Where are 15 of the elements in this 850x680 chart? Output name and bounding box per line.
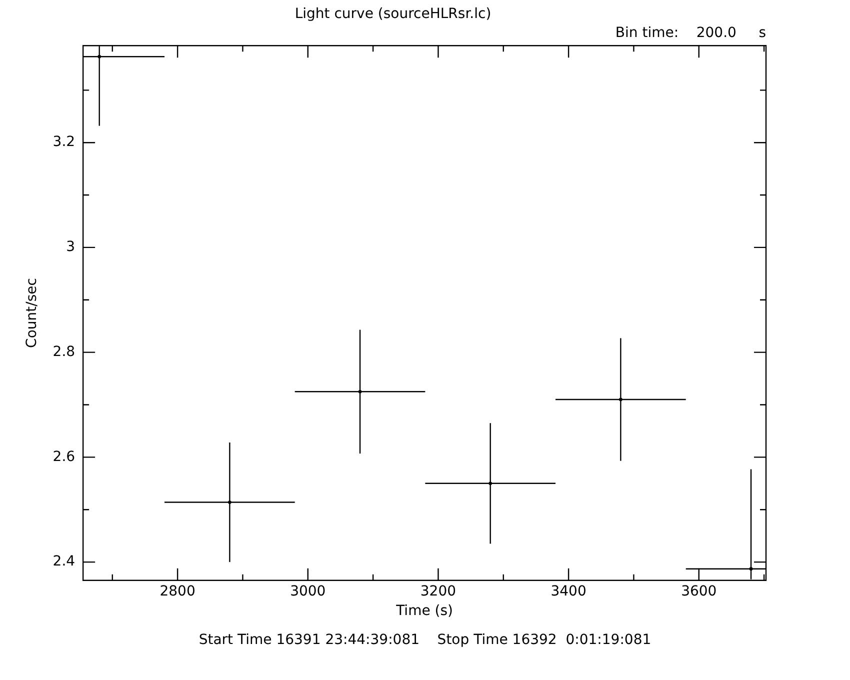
y-tick-label: 3 (66, 239, 76, 256)
chart-title: Light curve (sourceHLRsr.lc) (294, 6, 492, 22)
x-tick-label: 3000 (290, 583, 326, 600)
text: Start Time 16391 23:44:39:081 Stop Time 16392 0:01:19:081 (198, 632, 652, 648)
x-axis-title: Time (s) (395, 603, 453, 620)
y-tick-label: 3.2 (52, 134, 76, 150)
y-tick-label: 2.4 (52, 554, 76, 570)
x-tick-label: 3600 (681, 583, 717, 600)
chart-subtitle: Bin time: 200.0 s (615, 24, 766, 41)
y-tick-label: 2.6 (52, 448, 76, 465)
x-tick-label: 2800 (160, 583, 196, 600)
x-tick-label: 3400 (550, 583, 586, 600)
x-tick-label: 3200 (420, 583, 456, 600)
y-tick-label: 2.8 (52, 344, 76, 360)
y-axis-title: Count/sec (24, 278, 40, 348)
